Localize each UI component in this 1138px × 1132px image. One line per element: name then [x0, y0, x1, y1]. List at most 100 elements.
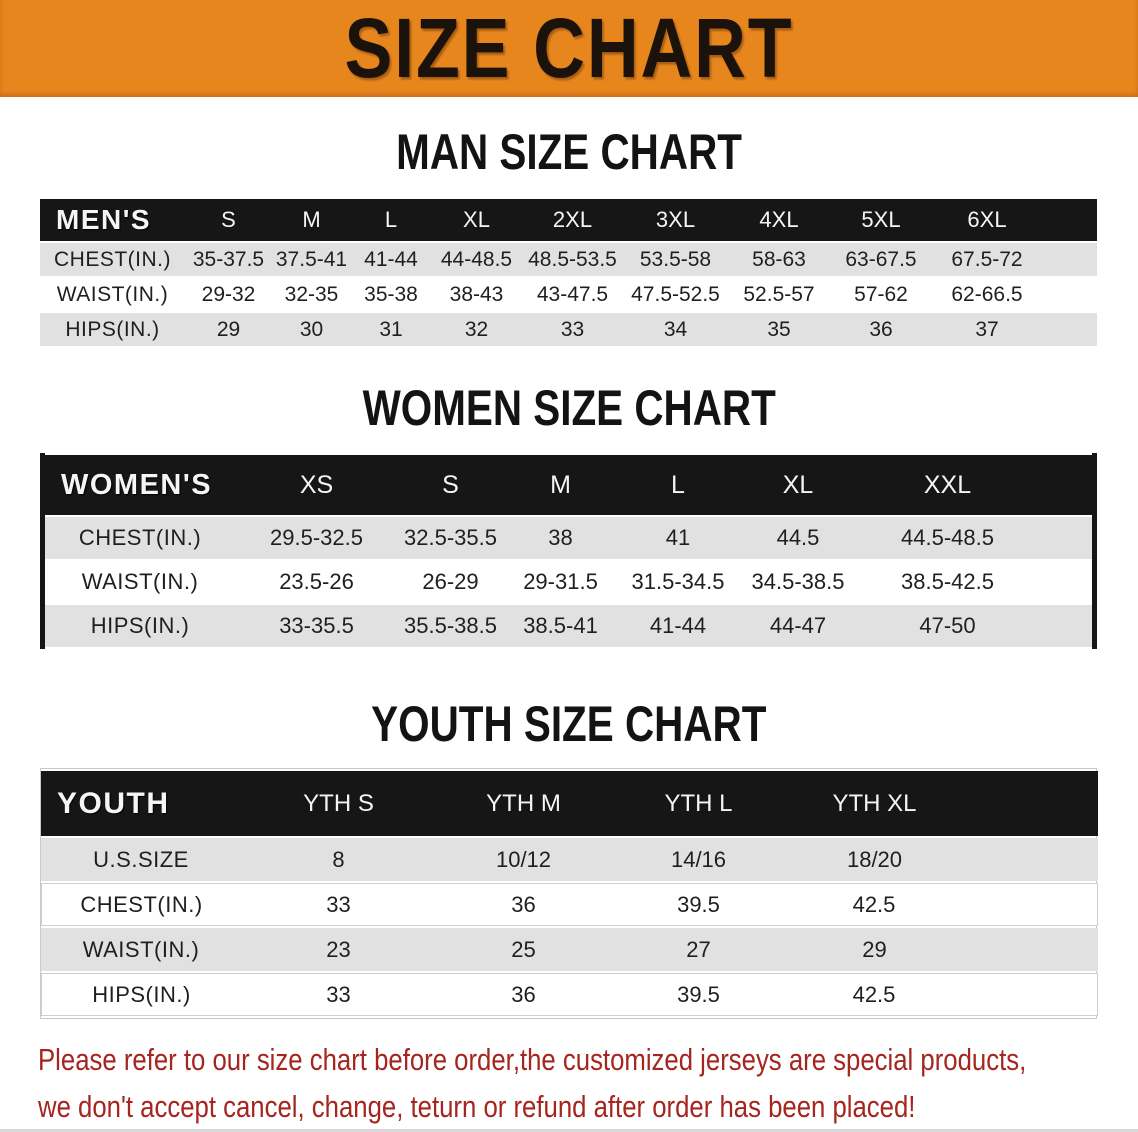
size-value-cell: 38 — [548, 525, 573, 550]
size-value-cell: 35.5-38.5 — [404, 613, 497, 638]
size-value-cell: 48.5-53.5 — [528, 247, 617, 271]
table-row: HIPS(IN.) 29 30 31 32 33 34 35 36 37 — [40, 313, 1097, 346]
table-header-row: WOMEN'S XS S M L XL XXL — [45, 455, 1092, 515]
table-row: CHEST(IN.) 29.5-32.5 32.5-35.5 38 41 44.… — [45, 517, 1092, 559]
table-header-row: MEN'S S M L XL 2XL 3XL 4XL 5XL 6XL — [40, 199, 1097, 241]
size-value-cell: 41-44 — [649, 613, 707, 638]
size-value-cell: 32-35 — [284, 282, 339, 306]
size-value-cell: 39.5 — [611, 973, 786, 1016]
size-value-cell: 38-43 — [449, 282, 504, 306]
size-value-cell: 33 — [241, 973, 436, 1016]
table-row: WAIST(IN.) 23.5-26 26-29 29-31.5 31.5-34… — [45, 561, 1092, 603]
section-heading-women: WOMEN SIZE CHART — [362, 379, 776, 436]
size-value-cell: 44-47 — [769, 613, 827, 638]
size-col-header: S — [442, 470, 459, 499]
size-col-header: 3XL — [655, 207, 696, 232]
size-value-cell: 23 — [326, 936, 351, 962]
size-value-cell: 41 — [665, 525, 691, 550]
size-value-cell: 53.5-58 — [639, 247, 712, 271]
size-value-cell: 29-31.5 — [523, 569, 598, 594]
measure-row-label: U.S.SIZE — [93, 846, 189, 872]
size-value-cell: 47.5-52.5 — [631, 282, 720, 306]
size-value-cell: 62-66.5 — [951, 282, 1023, 306]
size-value-cell: 63-67.5 — [845, 247, 917, 271]
measure-row-label: WAIST(IN.) — [56, 282, 169, 306]
size-value-cell: 44.5 — [776, 525, 820, 550]
disclaimer-line-1: Please refer to our size chart before or… — [38, 1042, 1027, 1077]
size-value-cell: 36 — [869, 317, 893, 341]
bottom-divider — [0, 1129, 1138, 1132]
size-value-cell: 34.5-38.5 — [751, 569, 845, 594]
measure-row-label: CHEST(IN.) — [78, 525, 202, 550]
size-value-cell: 34 — [663, 317, 688, 341]
size-value-cell: 32.5-35.5 — [404, 525, 497, 550]
size-value-cell: 52.5-57 — [743, 282, 815, 306]
size-value-cell: 44-48.5 — [440, 247, 513, 271]
measure-row-label: WAIST(IN.) — [82, 936, 200, 962]
table-header-row: YOUTH YTH S YTH M YTH L YTH XL — [41, 771, 1098, 836]
disclaimer-line-2: we don't accept cancel, change, teturn o… — [38, 1089, 916, 1124]
table-corner-label: YOUTH — [57, 786, 170, 820]
section-heading-youth: YOUTH SIZE CHART — [371, 695, 767, 752]
banner: SIZE CHART — [0, 0, 1138, 97]
size-value-cell: 36 — [436, 973, 611, 1016]
table-row: WAIST(IN.) 29-32 32-35 35-38 38-43 43-47… — [40, 278, 1097, 311]
size-col-header: 2XL — [552, 207, 593, 232]
size-value-cell: 38.5-42.5 — [901, 569, 994, 594]
size-value-cell: 39.5 — [611, 883, 786, 926]
size-value-cell: 10/12 — [495, 846, 552, 872]
size-value-cell: 42.5 — [786, 883, 1098, 926]
size-value-cell: 8 — [332, 846, 345, 872]
size-value-cell: 67.5-72 — [951, 247, 1023, 271]
size-col-header: YTH XL — [832, 789, 917, 817]
size-col-header: YTH L — [664, 789, 733, 817]
size-value-cell: 29 — [216, 317, 241, 341]
mens-size-table: MEN'S S M L XL 2XL 3XL 4XL 5XL 6XL CHEST… — [40, 197, 1097, 348]
size-col-header: S — [221, 207, 236, 232]
table-row: U.S.SIZE 8 10/12 14/16 18/20 — [41, 838, 1098, 881]
size-value-cell: 41-44 — [364, 247, 418, 271]
table-row: HIPS(IN.) 33-35.5 35.5-38.5 38.5-41 41-4… — [45, 605, 1092, 647]
disclaimer-note: Please refer to our size chart before or… — [38, 1036, 1128, 1130]
table-corner-label: WOMEN'S — [61, 468, 213, 501]
table-corner-label: MEN'S — [56, 204, 152, 235]
banner-title: SIZE CHART — [344, 0, 794, 96]
size-col-header: 6XL — [967, 207, 1007, 232]
size-col-header: YTH S — [303, 789, 374, 817]
measure-row-label: WAIST(IN.) — [81, 569, 199, 594]
size-col-header: XS — [299, 470, 334, 499]
size-value-cell: 31.5-34.5 — [631, 569, 725, 594]
measure-row-label: CHEST(IN.) — [54, 247, 171, 271]
table-row: CHEST(IN.) 35-37.5 37.5-41 41-44 44-48.5… — [40, 243, 1097, 276]
size-col-header: XL — [782, 470, 814, 499]
size-value-cell: 18/20 — [846, 846, 903, 872]
size-col-header: M — [550, 470, 571, 499]
size-col-header: XL — [463, 207, 490, 232]
size-value-cell: 31 — [379, 317, 403, 341]
size-value-cell: 35-37.5 — [192, 247, 265, 271]
size-value-cell: 33 — [560, 317, 585, 341]
size-value-cell: 26-29 — [422, 569, 479, 594]
size-value-cell: 43-47.5 — [536, 282, 609, 306]
size-value-cell: 58-63 — [752, 247, 806, 271]
table-row: CHEST(IN.) 33 36 39.5 42.5 — [41, 883, 1098, 926]
size-value-cell: 14/16 — [670, 846, 727, 872]
section-heading-men: MAN SIZE CHART — [396, 123, 742, 180]
size-value-cell: 25 — [511, 936, 536, 962]
size-value-cell: 37 — [975, 317, 999, 341]
measure-row-label: CHEST(IN.) — [41, 883, 241, 926]
size-value-cell: 38.5-41 — [523, 613, 598, 638]
size-value-cell: 33 — [241, 883, 436, 926]
table-row: WAIST(IN.) 23 25 27 29 — [41, 928, 1098, 971]
size-col-header: 5XL — [861, 207, 901, 232]
size-value-cell: 29 — [862, 936, 887, 962]
size-value-cell: 27 — [686, 936, 711, 962]
size-value-cell: 35-38 — [364, 282, 418, 306]
measure-row-label: HIPS(IN.) — [90, 613, 190, 638]
size-value-cell: 29-32 — [201, 282, 256, 306]
size-value-cell: 29.5-32.5 — [270, 525, 363, 550]
size-value-cell: 33-35.5 — [279, 613, 354, 638]
size-value-cell: 47-50 — [919, 613, 976, 638]
size-col-header: 4XL — [759, 207, 799, 232]
